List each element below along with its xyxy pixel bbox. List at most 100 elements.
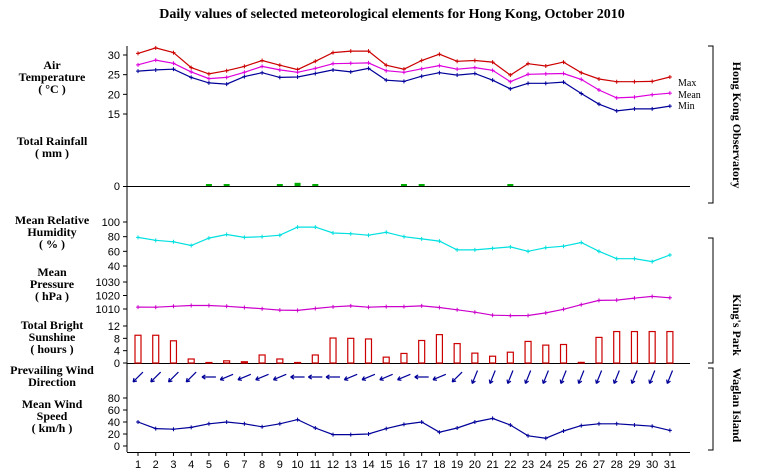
temperature-mean-point xyxy=(437,63,442,68)
wind-speed-point xyxy=(667,428,672,433)
sunshine-bar xyxy=(577,361,585,364)
rainfall-bar xyxy=(507,184,514,186)
temperature-min-point xyxy=(632,106,637,111)
humidity-tick-label: 60 xyxy=(108,246,120,258)
x-tick-label: 14 xyxy=(362,459,374,471)
wind-direction-arrow xyxy=(379,373,393,381)
temperature-mean-point xyxy=(455,67,460,72)
pressure-point xyxy=(650,294,655,299)
pressure-point xyxy=(348,303,353,308)
humidity-point xyxy=(153,238,158,243)
humidity-point xyxy=(366,233,371,238)
temperature-mean-point xyxy=(384,68,389,73)
sunshine-bar xyxy=(152,334,160,364)
temperature-max-point xyxy=(455,59,460,64)
mean-wind-speed-label: Mean Wind xyxy=(22,397,83,411)
rainfall-bar xyxy=(312,184,319,186)
humidity-point xyxy=(313,225,318,230)
temperature-min-point xyxy=(206,80,211,85)
temperature-max-point xyxy=(526,61,531,66)
temperature-min-point xyxy=(561,80,566,85)
wind-speed-point xyxy=(136,420,140,424)
x-tick-label: 9 xyxy=(277,459,283,471)
pressure-point xyxy=(579,302,584,307)
chart-title: Daily values of selected meteorological … xyxy=(159,7,624,22)
temperature-mean-point xyxy=(153,58,158,63)
prevailing-wind-direction-label: Direction xyxy=(28,375,76,389)
humidity-point xyxy=(206,236,211,241)
wind-speed-point xyxy=(401,422,406,427)
pressure-tick-label: 1020 xyxy=(96,291,120,303)
temperature-max-point xyxy=(596,76,601,81)
temperature-max-point xyxy=(472,58,477,63)
temperature-max-point xyxy=(667,75,672,80)
wind-direction-arrow xyxy=(290,374,305,380)
temperature-min-point xyxy=(526,81,531,86)
pressure-point xyxy=(153,305,158,310)
wind-speed-point xyxy=(437,430,442,435)
pressure-point xyxy=(508,313,513,318)
wind-speed-point xyxy=(508,423,513,427)
wind-speed-point xyxy=(242,421,247,426)
temperature-min-point xyxy=(490,78,495,83)
temperature-mean-point xyxy=(401,70,406,75)
mean-pressure-label: Pressure xyxy=(30,277,75,291)
pressure-tick-label: 1010 xyxy=(96,304,120,316)
temperature-max-point xyxy=(348,49,353,54)
humidity-point xyxy=(224,232,229,237)
temperature-max-point xyxy=(490,60,495,65)
humidity-point xyxy=(437,239,442,244)
x-tick-labels: 1 2 3 4 5 6 7 8 9 10 11 12 13 14 15 16 17 18 19 20 21 22 23 24 2… xyxy=(135,459,676,471)
humidity-point xyxy=(579,240,584,245)
temperature-max-line xyxy=(137,47,671,83)
temperature-mean-point xyxy=(206,76,211,81)
sunshine-bar xyxy=(329,337,337,364)
sunshine-bar xyxy=(506,351,514,364)
wind-direction-arrow xyxy=(630,370,638,384)
wind-speed-point xyxy=(543,436,548,441)
temperature-mean-point xyxy=(490,68,495,73)
temperature-min-point xyxy=(277,75,282,80)
temperature-min-point xyxy=(455,73,460,78)
temperature-max-point xyxy=(331,50,336,55)
wind-direction-arrow xyxy=(237,373,252,381)
wind-direction-arrow xyxy=(397,373,411,381)
pressure-point xyxy=(490,313,495,318)
wind-speed-point xyxy=(277,421,282,426)
sunshine-bar xyxy=(595,336,603,364)
wind-direction-arrow xyxy=(559,370,567,384)
pressure-point xyxy=(295,308,300,313)
sunshine-bar xyxy=(347,337,355,364)
x-tick-label: 4 xyxy=(188,459,194,471)
y-tick-labels: 1520253040608010010101020103004812020406… xyxy=(96,50,120,453)
wind-speed-point xyxy=(614,421,619,426)
x-tick-label: 28 xyxy=(611,459,623,471)
temperature-max-point xyxy=(277,63,282,68)
wind-speed-tick-label: 80 xyxy=(108,393,120,405)
sunshine-tick-label: 8 xyxy=(114,333,120,345)
wind-speed-point xyxy=(526,433,531,438)
pressure-point xyxy=(526,313,531,318)
pressure-point xyxy=(596,298,601,303)
wind-speed-point xyxy=(561,429,566,433)
sunshine-bar xyxy=(648,330,656,364)
x-tick-label: 5 xyxy=(206,459,212,471)
humidity-point xyxy=(561,244,566,249)
temperature-min-point xyxy=(579,91,584,96)
wind-speed-tick-label: 40 xyxy=(108,417,120,429)
temperature-min-point xyxy=(260,70,265,75)
pressure-point xyxy=(384,304,389,309)
temperature-min-point xyxy=(224,82,229,87)
wind-speed-point xyxy=(472,420,477,424)
wind-direction-arrow xyxy=(432,373,447,381)
humidity-point xyxy=(242,235,247,240)
temperature-min-point xyxy=(667,104,672,109)
legend-min: Min xyxy=(678,101,695,112)
temperature-max-point xyxy=(366,49,371,54)
station-hko: Hong Kong Observatory xyxy=(730,62,744,189)
sunshine-bar xyxy=(435,334,444,364)
wind-speed-point xyxy=(224,420,229,424)
humidity-point xyxy=(596,249,601,254)
pressure-point xyxy=(401,304,406,309)
humidity-point xyxy=(295,225,300,230)
